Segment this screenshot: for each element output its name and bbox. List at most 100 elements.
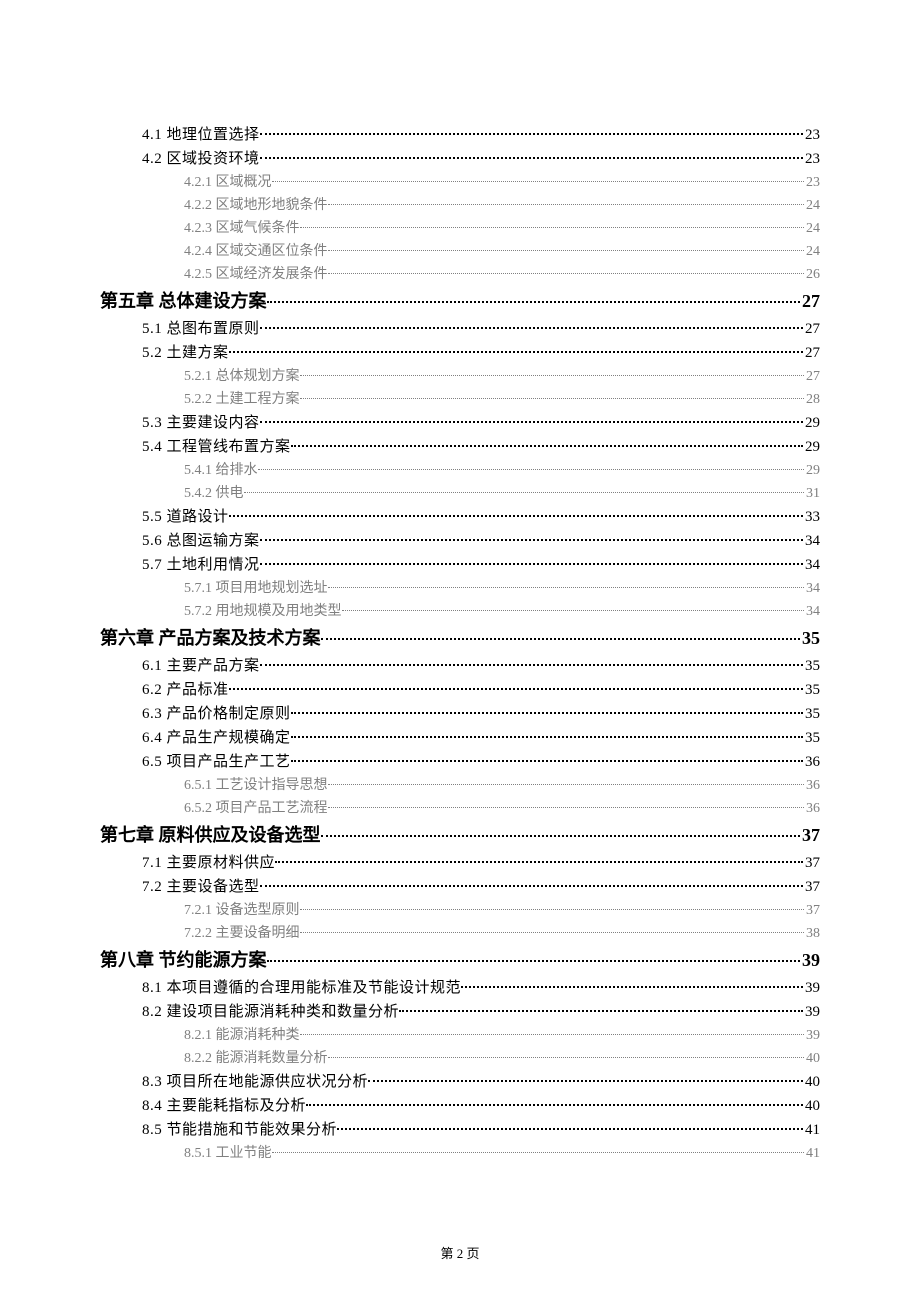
toc-entry-page: 40 xyxy=(804,1051,820,1067)
toc-entry-page: 37 xyxy=(804,903,820,919)
toc-entry-label: 6.1 主要产品方案 xyxy=(142,654,260,675)
toc-entry-label: 5.2.1 总体规划方案 xyxy=(184,365,300,385)
toc-leader-dots xyxy=(328,264,805,278)
toc-leader-dots xyxy=(260,318,803,333)
toc-entry-label: 8.5 节能措施和节能效果分析 xyxy=(142,1118,337,1139)
toc-entry-label: 5.2 土建方案 xyxy=(142,341,229,362)
toc-leader-dots xyxy=(291,436,803,451)
toc-entry-label: 5.7.1 项目用地规划选址 xyxy=(184,577,328,597)
toc-entry: 5.4.2 供电31 xyxy=(100,482,820,502)
toc-entry: 5.4.1 给排水 29 xyxy=(100,459,820,479)
toc-leader-dots xyxy=(244,483,805,497)
toc-leader-dots xyxy=(337,1119,803,1134)
toc-entry: 6.5.2 项目产品工艺流程36 xyxy=(100,797,820,817)
toc-entry: 5.2.2 土建工程方案28 xyxy=(100,388,820,408)
toc-leader-dots xyxy=(229,506,803,521)
toc-entry: 4.2 区域投资环境 23 xyxy=(100,147,820,168)
toc-entry: 4.2.5 区域经济发展条件 26 xyxy=(100,263,820,283)
toc-entry-label: 第五章 总体建设方案 xyxy=(100,287,267,313)
toc-leader-dots xyxy=(267,948,801,966)
toc-entry-page: 35 xyxy=(803,682,820,699)
toc-entry-page: 27 xyxy=(800,291,820,312)
toc-entry: 4.2.2 区域地形地貌条件24 xyxy=(100,194,820,214)
toc-leader-dots xyxy=(321,626,801,644)
toc-entry: 4.2.4 区域交通区位条件24 xyxy=(100,240,820,260)
toc-entry: 6.1 主要产品方案 35 xyxy=(100,654,820,675)
toc-entry: 第七章 原料供应及设备选型37 xyxy=(100,821,820,847)
toc-entry-page: 26 xyxy=(804,267,820,283)
toc-entry-page: 35 xyxy=(803,730,820,747)
toc-entry-page: 39 xyxy=(803,980,820,997)
toc-entry-label: 第八章 节约能源方案 xyxy=(100,946,267,972)
toc-entry: 4.1 地理位置选择23 xyxy=(100,123,820,144)
toc-entry-page: 27 xyxy=(804,369,820,385)
toc-entry: 8.2.1 能源消耗种类39 xyxy=(100,1024,820,1044)
toc-entry: 8.5 节能措施和节能效果分析41 xyxy=(100,1118,820,1139)
toc-leader-dots xyxy=(260,876,803,891)
toc-entry: 5.5 道路设计33 xyxy=(100,505,820,526)
toc-entry-label: 6.3 产品价格制定原则 xyxy=(142,702,291,723)
toc-entry-label: 7.1 主要原材料供应 xyxy=(142,851,275,872)
toc-leader-dots xyxy=(260,530,803,545)
toc-entry: 8.2 建设项目能源消耗种类和数量分析39 xyxy=(100,1000,820,1021)
toc-leader-dots xyxy=(328,775,805,789)
toc-entry-page: 36 xyxy=(804,778,820,794)
toc-entry-page: 35 xyxy=(803,658,820,675)
toc-entry: 5.3 主要建设内容29 xyxy=(100,411,820,432)
toc-leader-dots xyxy=(321,823,801,841)
toc-leader-dots xyxy=(300,900,805,914)
toc-entry-page: 29 xyxy=(804,463,820,479)
toc-entry: 8.3 项目所在地能源供应状况分析40 xyxy=(100,1070,820,1091)
toc-entry-label: 7.2.1 设备选型原则 xyxy=(184,899,300,919)
toc-entry: 5.1 总图布置原则27 xyxy=(100,317,820,338)
toc-entry-label: 6.4 产品生产规模确定 xyxy=(142,726,291,747)
toc-entry: 第八章 节约能源方案39 xyxy=(100,946,820,972)
toc-entry-page: 23 xyxy=(803,151,820,168)
toc-leader-dots xyxy=(272,1143,805,1157)
toc-leader-dots xyxy=(342,601,805,615)
toc-entry-label: 5.4.1 给排水 xyxy=(184,459,258,479)
toc-entry: 8.5.1 工业节能41 xyxy=(100,1142,820,1162)
toc-entry-page: 36 xyxy=(804,801,820,817)
toc-leader-dots xyxy=(399,1001,803,1016)
toc-entry: 8.1 本项目遵循的合理用能标准及节能设计规范39 xyxy=(100,976,820,997)
toc-entry-label: 4.2 区域投资环境 xyxy=(142,147,260,168)
toc-leader-dots xyxy=(306,1095,803,1110)
toc-leader-dots xyxy=(300,923,805,937)
toc-leader-dots xyxy=(260,554,803,569)
toc-entry-label: 8.2.2 能源消耗数量分析 xyxy=(184,1047,328,1067)
toc-entry-page: 23 xyxy=(803,127,820,144)
toc-entry: 第五章 总体建设方案 27 xyxy=(100,287,820,313)
toc-entry-page: 29 xyxy=(803,439,820,456)
toc-leader-dots xyxy=(328,195,805,209)
toc-entry: 8.4 主要能耗指标及分析40 xyxy=(100,1094,820,1115)
toc-entry: 5.7.1 项目用地规划选址34 xyxy=(100,577,820,597)
toc-entry-label: 8.2.1 能源消耗种类 xyxy=(184,1024,300,1044)
toc-entry-page: 37 xyxy=(803,879,820,896)
toc-entry: 5.2 土建方案27 xyxy=(100,341,820,362)
toc-entry-label: 6.2 产品标准 xyxy=(142,678,229,699)
toc-entry-label: 5.5 道路设计 xyxy=(142,505,229,526)
toc-entry-label: 6.5.1 工艺设计指导思想 xyxy=(184,774,328,794)
toc-leader-dots xyxy=(260,148,803,163)
toc-leader-dots xyxy=(300,389,805,403)
toc-entry-label: 第七章 原料供应及设备选型 xyxy=(100,821,321,847)
toc-entry: 4.2.1 区域概况23 xyxy=(100,171,820,191)
toc-entry-label: 4.2.5 区域经济发展条件 xyxy=(184,263,328,283)
toc-leader-dots xyxy=(461,977,803,992)
toc-entry-label: 5.3 主要建设内容 xyxy=(142,411,260,432)
toc-entry-page: 35 xyxy=(803,706,820,723)
toc-leader-dots xyxy=(300,1025,805,1039)
toc-leader-dots xyxy=(275,852,803,867)
toc-leader-dots xyxy=(300,366,805,380)
toc-entry: 6.4 产品生产规模确定 35 xyxy=(100,726,820,747)
toc-entry: 4.2.3 区域气候条件24 xyxy=(100,217,820,237)
toc-leader-dots xyxy=(291,751,803,766)
toc-entry-page: 34 xyxy=(803,533,820,550)
toc-entry-page: 34 xyxy=(803,557,820,574)
toc-entry-page: 40 xyxy=(803,1074,820,1091)
toc-entry: 5.2.1 总体规划方案 27 xyxy=(100,365,820,385)
toc-entry: 6.2 产品标准 35 xyxy=(100,678,820,699)
toc-entry: 5.7 土地利用情况34 xyxy=(100,553,820,574)
toc-entry-label: 7.2 主要设备选型 xyxy=(142,875,260,896)
